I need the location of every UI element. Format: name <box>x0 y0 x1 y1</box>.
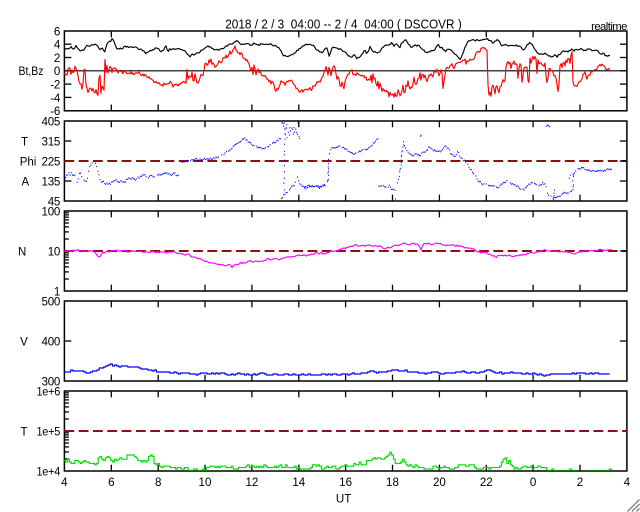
svg-text:400: 400 <box>42 335 60 348</box>
svg-text:A: A <box>21 176 29 188</box>
svg-text:405: 405 <box>42 115 60 128</box>
svg-text:100: 100 <box>42 205 60 218</box>
svg-text:Phi: Phi <box>20 156 37 168</box>
svg-text:2: 2 <box>577 476 583 489</box>
svg-text:14: 14 <box>292 476 305 489</box>
svg-text:225: 225 <box>42 155 60 168</box>
svg-text:1: 1 <box>54 285 60 298</box>
svg-text:6: 6 <box>54 25 60 38</box>
svg-text:V: V <box>20 336 28 348</box>
svg-text:22: 22 <box>480 476 493 489</box>
svg-text:realtime: realtime <box>591 21 627 33</box>
svg-text:20: 20 <box>433 476 446 489</box>
svg-text:6: 6 <box>108 476 114 489</box>
svg-text:4: 4 <box>624 476 631 489</box>
svg-text:18: 18 <box>386 476 399 489</box>
svg-text:-2: -2 <box>50 79 60 92</box>
svg-text:-4: -4 <box>50 92 61 105</box>
svg-text:2018 / 2 / 3 04:00 -- 2 / 4: 2018 / 2 / 3 04:00 -- 2 / 4 04:00 ( DSCO… <box>225 18 462 32</box>
svg-text:T: T <box>21 136 28 148</box>
svg-text:0: 0 <box>530 476 536 489</box>
svg-text:8: 8 <box>155 476 161 489</box>
svg-text:12: 12 <box>245 476 258 489</box>
svg-text:135: 135 <box>42 175 60 188</box>
svg-text:10: 10 <box>48 245 60 258</box>
svg-text:0: 0 <box>54 65 60 78</box>
svg-text:N: N <box>18 247 26 259</box>
svg-text:1e+4: 1e+4 <box>37 465 61 478</box>
svg-text:UT: UT <box>336 492 351 505</box>
svg-text:2: 2 <box>54 52 60 65</box>
svg-text:45: 45 <box>48 195 60 208</box>
svg-text:4: 4 <box>54 39 61 52</box>
svg-text:10: 10 <box>199 476 212 489</box>
svg-text:T: T <box>20 426 27 438</box>
svg-text:1e+6: 1e+6 <box>37 385 61 398</box>
svg-text:300: 300 <box>42 375 60 388</box>
svg-text:500: 500 <box>42 295 60 308</box>
svg-text:315: 315 <box>42 135 60 148</box>
svg-text:16: 16 <box>339 476 352 489</box>
svg-text:-6: -6 <box>50 105 60 118</box>
svg-text:4: 4 <box>61 476 68 489</box>
svg-text:1e+5: 1e+5 <box>37 425 61 438</box>
svg-text:Bt,Bz: Bt,Bz <box>19 66 44 78</box>
